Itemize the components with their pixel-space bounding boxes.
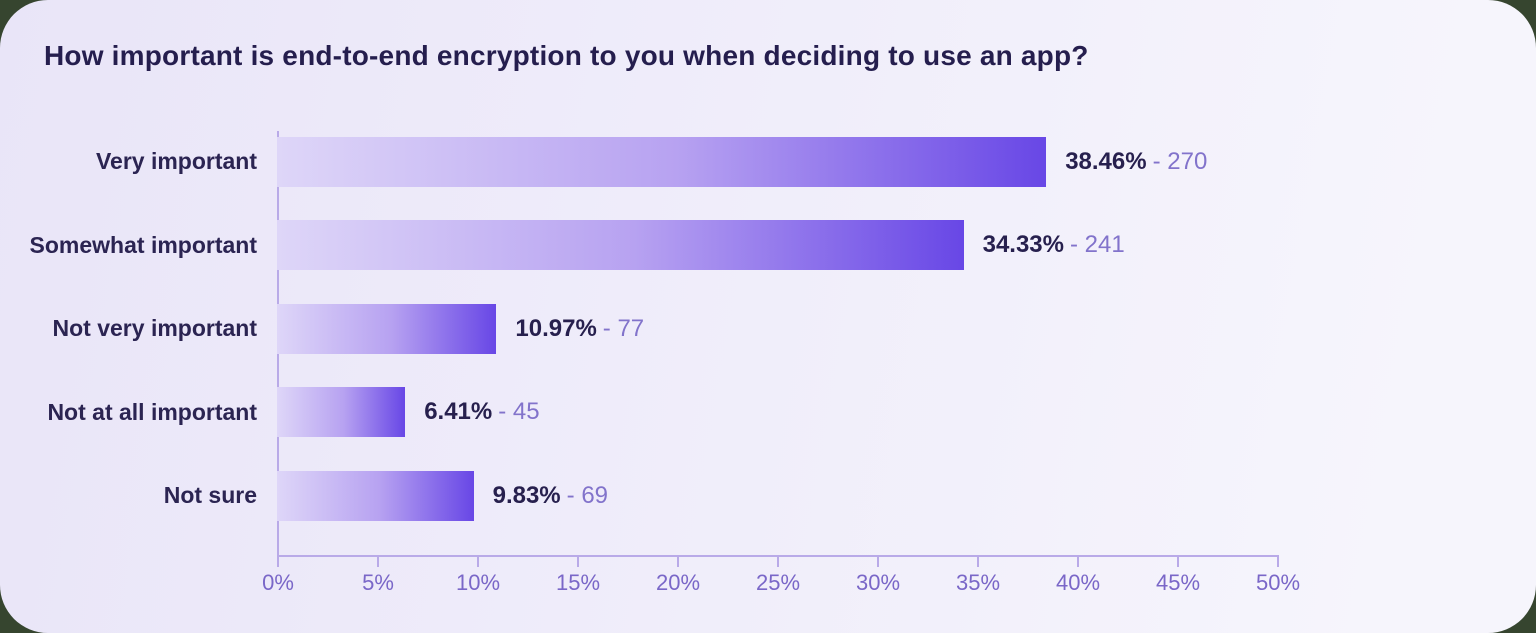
axis-tick [977,555,979,567]
bar-row-not-sure: Not sure 9.83% - 69 [0,454,1536,538]
axis-tick [877,555,879,567]
percent-value: 34.33% [982,231,1064,259]
count-value: - 69 [566,481,609,509]
bar-very-important [277,136,1047,187]
axis-tick [1077,555,1079,567]
axis-tick [477,555,479,567]
axis-tick-label: 30% [855,570,901,595]
bar-track: 34.33% - 241 [277,220,1125,271]
axis-tick [377,555,379,567]
bar-not-very-important [277,303,497,354]
axis-tick-label: 5% [362,570,394,595]
bar-track: 9.83% - 69 [277,470,608,521]
percent-value: 38.46% [1065,147,1147,175]
bar-row-very-important: Very important 38.46% - 270 [0,120,1536,204]
count-value: - 241 [1070,231,1125,259]
percent-value: 9.83% [492,481,561,509]
category-label: Not at all important [47,398,257,425]
count-value: - 45 [498,398,540,426]
axis-tick-label: 15% [555,570,601,595]
axis-tick-label: 10% [455,570,501,595]
bar-track: 38.46% - 270 [277,136,1207,187]
axis-tick-label: 0% [262,570,294,595]
bar-row-somewhat-important: Somewhat important 34.33% - 241 [0,204,1536,288]
axis-tick [1177,555,1179,567]
category-label: Somewhat important [29,231,257,258]
page-title: How important is end-to-end encryption t… [44,40,1089,71]
value-label: 10.97% - 77 [515,315,644,343]
axis-tick [1277,555,1279,567]
bar-row-not-very-important: Not very important 10.97% - 77 [0,287,1536,371]
value-label: 34.33% - 241 [983,231,1125,259]
category-label: Not sure [163,482,257,509]
axis-tick [777,555,779,567]
category-label: Very important [95,148,257,175]
bar-somewhat-important [277,220,964,271]
bar-not-at-all-important [277,387,406,438]
category-label: Not very important [52,315,257,342]
bar-row-not-at-all-important: Not at all important 6.41% - 45 [0,371,1536,455]
axis-tick-label: 50% [1255,570,1301,595]
value-label: 6.41% - 45 [424,398,539,426]
bar-not-sure [277,470,474,521]
value-label: 38.46% - 270 [1065,148,1207,176]
axis-tick [277,555,279,567]
percent-value: 10.97% [515,314,597,342]
count-value: - 77 [602,314,645,342]
bar-track: 6.41% - 45 [277,387,540,438]
axis-tick-label: 45% [1155,570,1201,595]
bar-track: 10.97% - 77 [277,303,644,354]
axis-tick [677,555,679,567]
count-value: - 270 [1152,147,1208,175]
axis-tick [577,555,579,567]
axis-tick-label: 25% [755,570,801,595]
axis-tick-label: 40% [1055,570,1101,595]
bar-chart: Very important 38.46% - 270 Somewhat import… [0,120,1536,538]
value-label: 9.83% - 69 [493,482,608,510]
axis-tick-label: 35% [955,570,1001,595]
percent-value: 6.41% [424,398,493,426]
axis-tick-label: 20% [655,570,701,595]
